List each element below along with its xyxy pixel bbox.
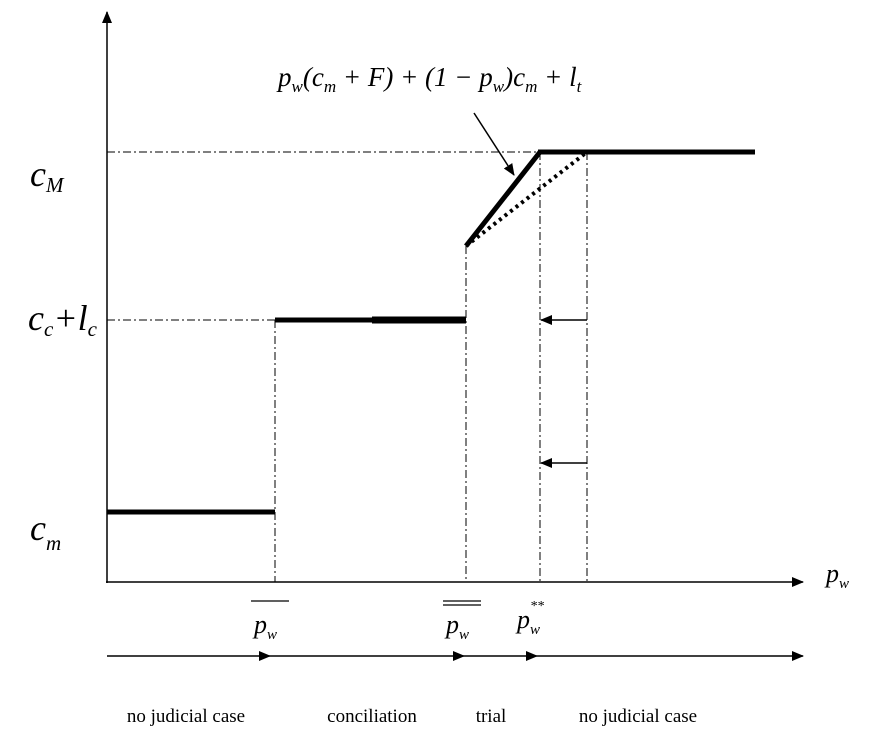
label-part: w	[530, 622, 540, 638]
label-part: M	[45, 173, 65, 197]
label-part: m	[46, 531, 61, 555]
label-part: p	[515, 605, 530, 634]
label-part: p	[824, 559, 839, 588]
x-mark-label: pw **	[515, 599, 544, 638]
region-label: no judicial case	[579, 706, 697, 727]
label-part: + l	[537, 62, 576, 92]
label-part: m	[525, 77, 537, 96]
x-mark-label: pw	[444, 610, 469, 643]
label-part: c	[30, 154, 46, 194]
region-label: conciliation	[327, 706, 417, 727]
pointer-arrow	[473, 112, 515, 176]
y-label: cM	[30, 154, 65, 197]
label-part: c	[44, 317, 54, 341]
label-part: )c	[502, 62, 525, 92]
label-part: t	[577, 77, 583, 96]
region-label: trial	[476, 706, 507, 727]
label-part: +l	[53, 298, 87, 338]
label-part: w	[459, 627, 469, 643]
label-part: + F) + (1 − p	[336, 62, 493, 92]
formula: pw(cm + F) + (1 − pw)cm + lt	[276, 62, 583, 96]
label-part: **	[530, 599, 544, 614]
label-part: p	[444, 610, 459, 639]
cost-segment	[464, 150, 542, 248]
x-mark-label: pw	[252, 610, 277, 643]
label-part: c	[28, 298, 44, 338]
label-part: w	[292, 77, 304, 96]
region-label: no judicial case	[127, 706, 245, 727]
label-part: c	[88, 317, 98, 341]
y-label: cm	[30, 508, 61, 555]
label-part: c	[30, 508, 46, 548]
dotted-curve	[464, 150, 589, 248]
label-part: w	[267, 627, 277, 643]
label-part: p	[252, 610, 267, 639]
label-part: m	[324, 77, 336, 96]
y-label: cc+lc	[28, 298, 98, 341]
label-part: w	[839, 576, 849, 592]
label-part: w	[493, 77, 505, 96]
label-part: p	[276, 62, 292, 92]
x-axis-label: pw	[824, 559, 849, 592]
label-part: (c	[303, 62, 324, 92]
